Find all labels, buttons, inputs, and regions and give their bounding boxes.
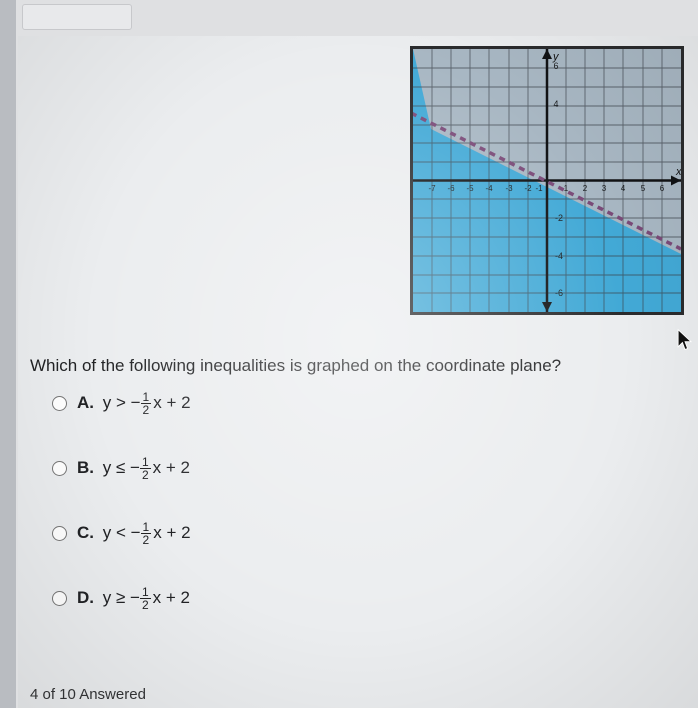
option-a-prefix: y >	[103, 393, 131, 412]
svg-text:-1: -1	[535, 184, 543, 193]
svg-text:x: x	[675, 166, 681, 178]
option-c-fraction: 12	[141, 521, 152, 546]
option-c-prefix: y <	[103, 523, 131, 542]
svg-text:-7: -7	[428, 184, 436, 193]
progress-text: 4 of 10 Answered	[30, 686, 146, 703]
svg-text:-4: -4	[485, 184, 493, 193]
svg-text:-6: -6	[447, 184, 455, 193]
option-b-letter: B.	[77, 458, 94, 477]
option-d-fraction: 12	[140, 586, 151, 611]
question-text: Which of the following inequalities is g…	[30, 356, 670, 376]
svg-text:4: 4	[621, 184, 626, 193]
top-toolbar-fragment	[22, 4, 132, 30]
option-c-suffix: x + 2	[153, 523, 190, 542]
option-a[interactable]: A. y > −12x + 2	[52, 391, 652, 416]
option-b-radio[interactable]	[52, 461, 67, 476]
option-a-radio[interactable]	[52, 396, 67, 411]
option-a-letter: A.	[77, 393, 94, 412]
option-b[interactable]: B. y ≤ −12x + 2	[52, 456, 652, 481]
svg-text:-3: -3	[505, 184, 513, 193]
option-b-suffix: x + 2	[153, 458, 190, 477]
svg-text:-2: -2	[524, 184, 532, 193]
graph-svg: 6 4 -2 -4 -6 -7-6-5 -4-3-2 -1 123 456 x …	[413, 49, 681, 312]
question-panel: 6 4 -2 -4 -6 -7-6-5 -4-3-2 -1 123 456 x …	[18, 36, 698, 708]
svg-text:-4: -4	[555, 251, 563, 261]
svg-text:1: 1	[564, 184, 569, 193]
svg-text:-6: -6	[555, 288, 563, 298]
answer-options: A. y > −12x + 2 B. y ≤ −12x + 2 C. y < −…	[52, 391, 652, 651]
option-a-fraction: 12	[141, 391, 152, 416]
option-b-prefix: y ≤	[103, 458, 130, 477]
option-a-suffix: x + 2	[153, 393, 190, 412]
svg-text:4: 4	[553, 99, 558, 109]
option-d-prefix: y ≥	[103, 588, 130, 607]
svg-text:-2: -2	[555, 213, 563, 223]
option-c[interactable]: C. y < −12x + 2	[52, 521, 652, 546]
option-d-suffix: x + 2	[153, 588, 190, 607]
option-d-letter: D.	[77, 588, 94, 607]
option-b-fraction: 12	[140, 456, 151, 481]
option-d-radio[interactable]	[52, 591, 67, 606]
svg-text:2: 2	[583, 184, 588, 193]
option-c-radio[interactable]	[52, 526, 67, 541]
svg-text:5: 5	[641, 184, 646, 193]
svg-text:3: 3	[602, 184, 607, 193]
svg-text:6: 6	[660, 184, 665, 193]
option-d[interactable]: D. y ≥ −12x + 2	[52, 586, 652, 611]
option-c-letter: C.	[77, 523, 94, 542]
left-edge-strip	[0, 0, 16, 708]
svg-text:-5: -5	[466, 184, 474, 193]
coordinate-graph: 6 4 -2 -4 -6 -7-6-5 -4-3-2 -1 123 456 x …	[410, 46, 684, 315]
